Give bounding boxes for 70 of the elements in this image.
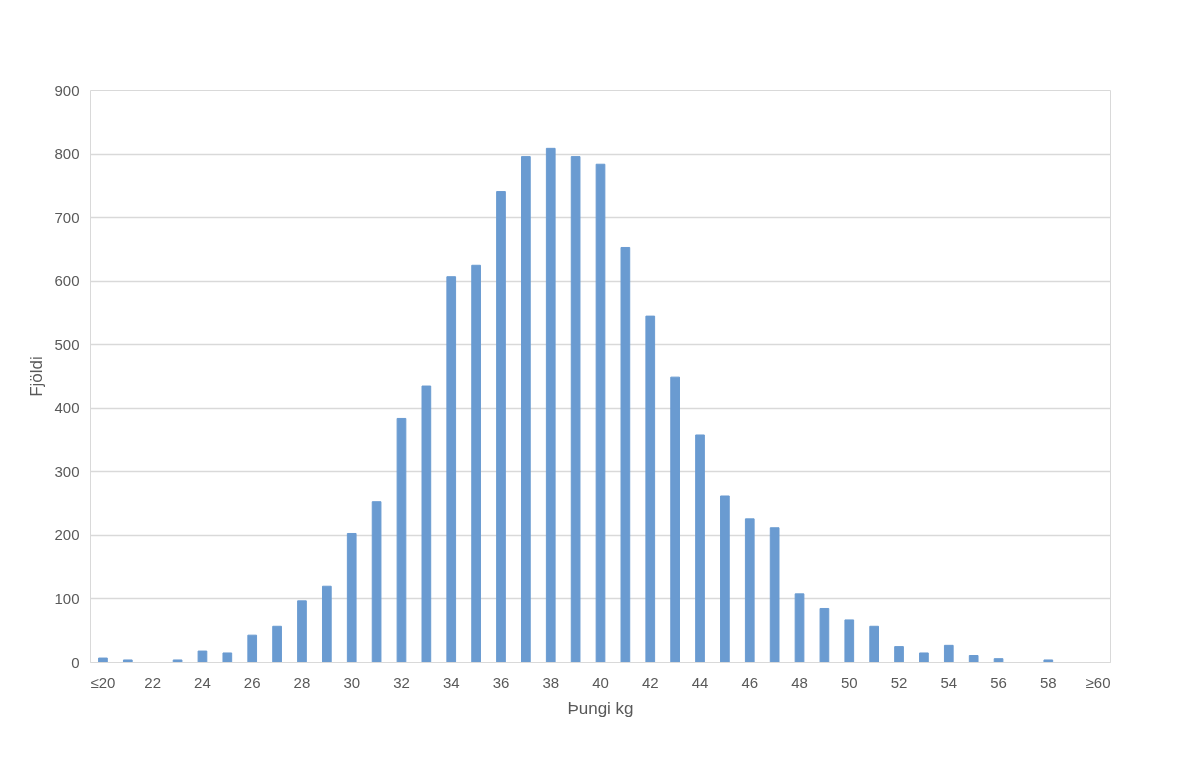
x-tick-label: 30 <box>343 673 361 691</box>
x-tick-label: 32 <box>393 673 410 691</box>
y-tick-label: 900 <box>54 81 80 99</box>
bar <box>521 156 531 663</box>
bar <box>172 659 183 663</box>
bar <box>968 655 979 663</box>
bar <box>645 315 656 663</box>
bar <box>222 652 233 663</box>
x-tick-label: 38 <box>542 673 560 691</box>
x-tick-label: 22 <box>144 673 162 691</box>
bar <box>769 527 780 663</box>
bar <box>1043 659 1054 663</box>
y-tick-label: 600 <box>54 272 80 290</box>
bar <box>570 156 581 663</box>
y-axis-title: Fjöldi <box>27 356 47 397</box>
bar <box>695 434 705 663</box>
x-tick-label: 56 <box>990 673 1007 691</box>
y-tick-label: 400 <box>54 399 80 417</box>
y-tick-label: 200 <box>54 526 80 544</box>
bar <box>396 417 407 663</box>
x-tick-label: ≥60 <box>1085 673 1111 691</box>
bar <box>744 518 755 663</box>
bar <box>819 607 830 663</box>
bar <box>620 246 631 663</box>
x-tick-label: 24 <box>194 673 211 691</box>
bar <box>371 501 382 663</box>
bar <box>496 191 506 663</box>
x-tick-label: 34 <box>442 673 460 691</box>
y-tick-label: 700 <box>54 208 80 226</box>
x-tick-label: 42 <box>641 673 659 691</box>
y-tick-label: 0 <box>71 653 80 671</box>
x-tick-label: 46 <box>741 673 759 691</box>
bar <box>122 659 133 663</box>
bar <box>471 264 481 663</box>
x-tick-label: 50 <box>840 673 858 691</box>
bar <box>595 163 606 663</box>
bar <box>670 376 680 663</box>
y-tick-label: 800 <box>54 145 80 163</box>
x-tick-label: ≤20 <box>90 673 116 691</box>
bar <box>197 650 208 663</box>
x-tick-label: 26 <box>243 673 261 691</box>
bar <box>421 385 432 663</box>
bar <box>297 600 307 663</box>
bar <box>321 585 332 663</box>
bar <box>720 495 730 663</box>
x-tick-label: 40 <box>592 673 609 691</box>
bar <box>869 625 880 663</box>
bar <box>943 644 954 663</box>
bar <box>844 619 855 663</box>
bar <box>794 593 805 663</box>
y-tick-label: 300 <box>54 462 80 480</box>
y-tick-label: 500 <box>54 335 80 353</box>
bar <box>272 625 282 663</box>
bar <box>894 646 904 663</box>
bar <box>346 532 357 663</box>
bar <box>98 657 108 663</box>
x-tick-label: 52 <box>890 673 908 691</box>
x-tick-label: 36 <box>492 673 510 691</box>
bar <box>545 147 556 663</box>
y-tick-label: 100 <box>54 589 80 607</box>
bar <box>247 634 258 663</box>
x-tick-label: 44 <box>691 673 709 691</box>
bar <box>919 652 929 663</box>
x-tick-label: 28 <box>293 673 311 691</box>
bar <box>993 658 1004 663</box>
x-tick-label: 58 <box>1039 673 1057 691</box>
bar <box>446 276 457 663</box>
x-tick-label: 54 <box>940 673 958 691</box>
x-tick-label: 48 <box>791 673 808 691</box>
x-axis-title: Þungi kg <box>567 698 634 718</box>
